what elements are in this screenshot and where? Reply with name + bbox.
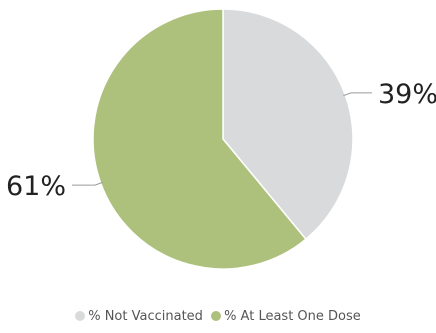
data-label-not-vaccinated: 39% — [378, 79, 436, 110]
legend-item-not-vaccinated[interactable]: % Not Vaccinated — [75, 309, 203, 324]
legend-item-at-least-one-dose[interactable]: % At Least One Dose — [211, 309, 361, 324]
leader-line-not-vaccinated — [343, 92, 372, 97]
leader-line-at-least-one-dose — [72, 181, 103, 186]
legend-label-not-vaccinated: % Not Vaccinated — [88, 309, 203, 324]
legend-label-at-least-one-dose: % At Least One Dose — [224, 309, 361, 324]
legend-marker-at-least-one-dose — [211, 311, 222, 321]
legend: % Not Vaccinated % At Least One Dose — [0, 309, 436, 324]
data-label-at-least-one-dose: 61% — [6, 171, 66, 202]
legend-marker-not-vaccinated — [75, 311, 86, 321]
